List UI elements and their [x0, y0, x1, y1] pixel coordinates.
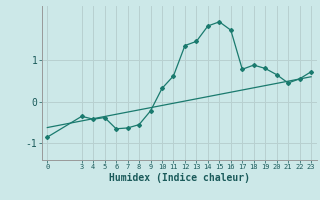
- X-axis label: Humidex (Indice chaleur): Humidex (Indice chaleur): [109, 173, 250, 183]
